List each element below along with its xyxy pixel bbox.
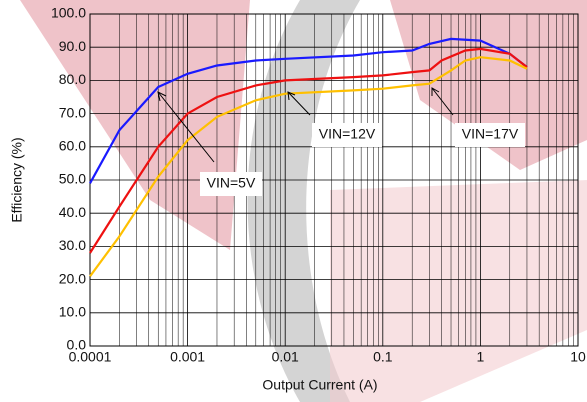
x-tick-label: 0.01	[272, 349, 299, 365]
y-tick-label: 30.0	[59, 237, 86, 253]
y-tick-label: 40.0	[59, 204, 86, 220]
series-line	[89, 47, 528, 254]
annotation: VIN=5V	[207, 175, 256, 191]
y-tick-label: 10.0	[59, 304, 86, 320]
x-tick-label: 0.0001	[69, 349, 112, 365]
y-tick-label: 70.0	[59, 104, 86, 120]
y-tick-label: 60.0	[59, 138, 86, 154]
x-axis-label: Output Current (A)	[262, 377, 377, 393]
y-tick-label: 90.0	[59, 38, 86, 54]
annotation-arrows	[157, 87, 454, 163]
x-tick-label: 0.001	[170, 349, 205, 365]
y-tick-label: 50.0	[59, 171, 86, 187]
x-tick-label: 1	[477, 349, 485, 365]
series-line	[89, 56, 528, 277]
y-tick-label: 0.0	[67, 337, 87, 353]
y-tick-label: 20.0	[59, 270, 86, 286]
series-line	[89, 37, 528, 184]
annotation: VIN=12V	[319, 126, 376, 142]
y-tick-label: 80.0	[59, 71, 86, 87]
y-tick-label: 100.0	[51, 5, 86, 21]
y-axis-label: Efficiency (%)	[9, 137, 25, 222]
x-tick-label: 10	[570, 349, 586, 365]
x-tick-label: 0.1	[373, 349, 393, 365]
annotation: VIN=17V	[462, 126, 519, 142]
